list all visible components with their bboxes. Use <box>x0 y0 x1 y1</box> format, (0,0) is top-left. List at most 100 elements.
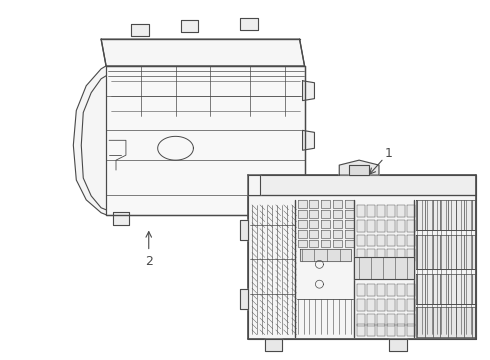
Polygon shape <box>333 200 342 208</box>
Polygon shape <box>387 299 395 311</box>
Polygon shape <box>240 289 248 309</box>
Polygon shape <box>248 175 260 195</box>
Polygon shape <box>302 130 315 150</box>
Polygon shape <box>74 66 106 215</box>
Polygon shape <box>357 205 365 217</box>
Polygon shape <box>367 299 375 311</box>
Polygon shape <box>397 220 405 231</box>
Polygon shape <box>310 239 318 247</box>
Polygon shape <box>387 235 395 247</box>
Polygon shape <box>377 220 385 231</box>
Polygon shape <box>387 314 395 326</box>
Polygon shape <box>377 299 385 311</box>
Polygon shape <box>416 235 475 269</box>
Polygon shape <box>407 324 415 336</box>
Polygon shape <box>302 180 315 200</box>
Polygon shape <box>321 210 330 218</box>
Polygon shape <box>354 257 414 279</box>
Polygon shape <box>357 299 365 311</box>
Polygon shape <box>260 225 268 235</box>
Polygon shape <box>297 210 307 218</box>
Polygon shape <box>377 249 385 261</box>
Polygon shape <box>345 239 354 247</box>
Polygon shape <box>321 220 330 228</box>
Polygon shape <box>377 235 385 247</box>
Polygon shape <box>397 299 405 311</box>
Polygon shape <box>333 230 342 238</box>
Polygon shape <box>310 230 318 238</box>
Polygon shape <box>357 314 365 326</box>
Polygon shape <box>265 339 282 351</box>
Polygon shape <box>248 175 476 195</box>
Polygon shape <box>345 220 354 228</box>
Polygon shape <box>333 220 342 228</box>
Polygon shape <box>377 324 385 336</box>
Polygon shape <box>387 205 395 217</box>
Polygon shape <box>297 230 307 238</box>
Polygon shape <box>397 205 405 217</box>
Polygon shape <box>387 284 395 296</box>
Polygon shape <box>310 210 318 218</box>
Polygon shape <box>407 220 415 231</box>
Polygon shape <box>407 284 415 296</box>
Polygon shape <box>345 210 354 218</box>
Polygon shape <box>357 235 365 247</box>
Polygon shape <box>377 284 385 296</box>
Polygon shape <box>297 200 307 208</box>
Polygon shape <box>367 249 375 261</box>
Polygon shape <box>101 39 305 66</box>
Polygon shape <box>321 230 330 238</box>
Polygon shape <box>367 235 375 247</box>
Polygon shape <box>345 200 354 208</box>
Polygon shape <box>407 249 415 261</box>
Polygon shape <box>248 195 476 339</box>
Polygon shape <box>302 81 315 100</box>
Polygon shape <box>416 307 475 337</box>
Polygon shape <box>357 284 365 296</box>
Polygon shape <box>297 220 307 228</box>
Polygon shape <box>367 314 375 326</box>
Text: 1: 1 <box>385 147 393 160</box>
Polygon shape <box>310 200 318 208</box>
Polygon shape <box>367 324 375 336</box>
Polygon shape <box>357 249 365 261</box>
Polygon shape <box>397 324 405 336</box>
Polygon shape <box>387 324 395 336</box>
Polygon shape <box>389 339 407 351</box>
Polygon shape <box>357 220 365 231</box>
Polygon shape <box>407 314 415 326</box>
Polygon shape <box>416 274 475 304</box>
Polygon shape <box>407 205 415 217</box>
Polygon shape <box>407 299 415 311</box>
Polygon shape <box>299 249 351 261</box>
Polygon shape <box>106 66 305 215</box>
Polygon shape <box>387 249 395 261</box>
Polygon shape <box>397 314 405 326</box>
Polygon shape <box>397 249 405 261</box>
Polygon shape <box>333 210 342 218</box>
Polygon shape <box>310 220 318 228</box>
Polygon shape <box>377 314 385 326</box>
Polygon shape <box>321 200 330 208</box>
Polygon shape <box>416 200 475 230</box>
Polygon shape <box>407 235 415 247</box>
Polygon shape <box>321 239 330 247</box>
Polygon shape <box>255 212 270 225</box>
Polygon shape <box>367 220 375 231</box>
Polygon shape <box>397 235 405 247</box>
Polygon shape <box>297 239 307 247</box>
Polygon shape <box>367 284 375 296</box>
Text: 2: 2 <box>145 255 153 268</box>
Polygon shape <box>397 284 405 296</box>
Polygon shape <box>349 165 369 175</box>
Polygon shape <box>339 160 379 175</box>
Polygon shape <box>113 212 129 225</box>
Polygon shape <box>333 239 342 247</box>
Polygon shape <box>240 18 258 30</box>
Polygon shape <box>357 324 365 336</box>
Polygon shape <box>387 220 395 231</box>
Polygon shape <box>131 24 149 36</box>
Polygon shape <box>367 205 375 217</box>
Polygon shape <box>345 230 354 238</box>
Polygon shape <box>240 220 248 239</box>
